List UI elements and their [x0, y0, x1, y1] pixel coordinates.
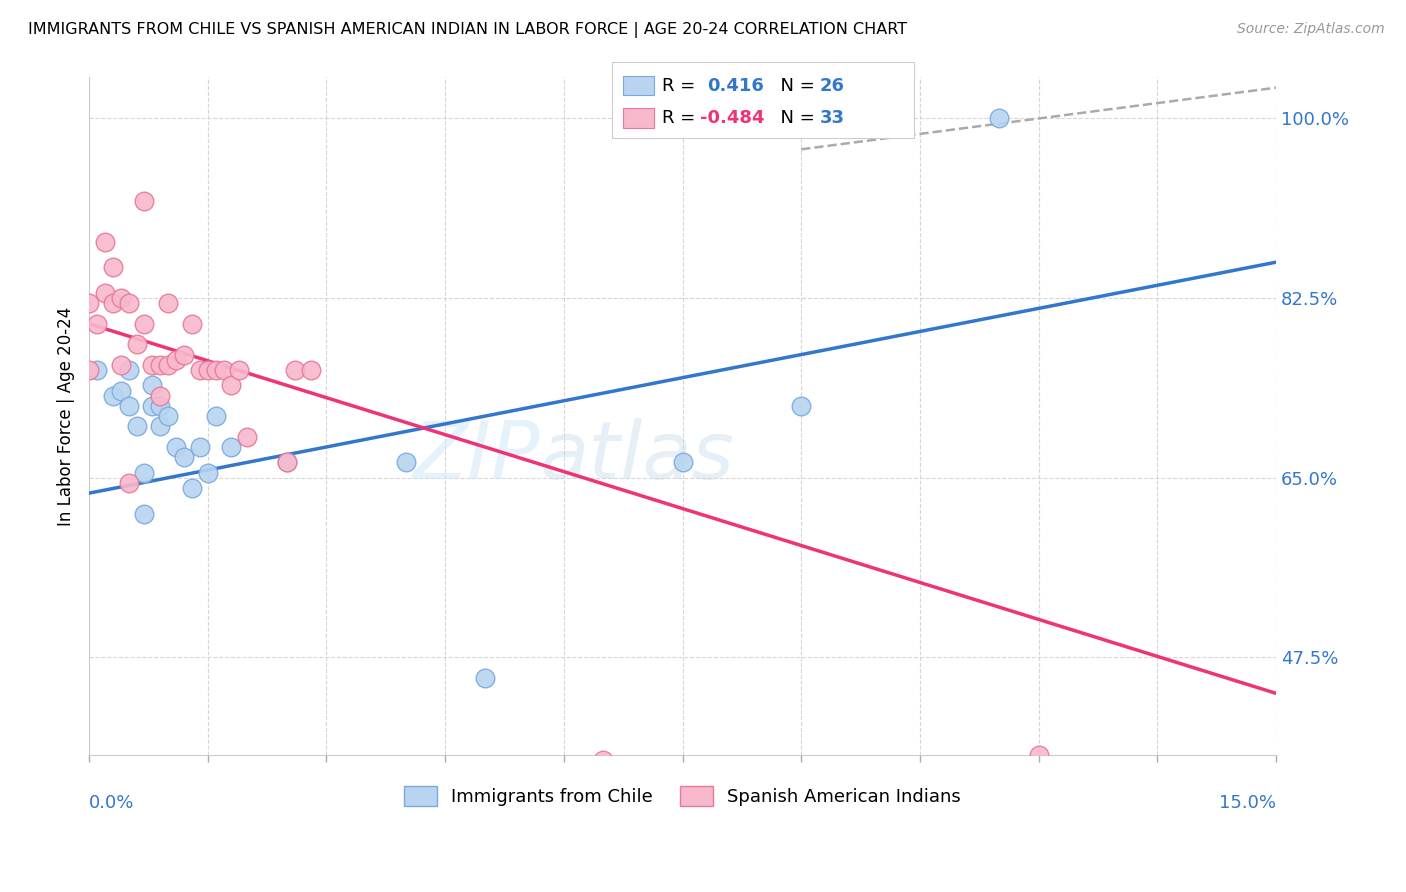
Point [157, 358, 180, 372]
Point [188, 440, 211, 454]
Point [86, 363, 108, 377]
Y-axis label: In Labor Force | Age 20-24: In Labor Force | Age 20-24 [58, 307, 75, 525]
Point [236, 430, 259, 444]
Point [134, 507, 156, 521]
Text: 15.0%: 15.0% [1219, 794, 1277, 812]
Point [197, 363, 219, 377]
Point [77, 363, 100, 377]
Point [125, 337, 148, 351]
Point [94, 285, 117, 300]
Point [212, 363, 235, 377]
Point [125, 419, 148, 434]
Point [117, 363, 139, 377]
Point [173, 450, 195, 465]
Point [110, 384, 132, 398]
Point [276, 455, 298, 469]
Point [117, 399, 139, 413]
Point [221, 378, 243, 392]
Point [165, 352, 187, 367]
Point [284, 363, 307, 377]
Point [141, 399, 163, 413]
Point [474, 671, 496, 685]
Text: -0.484: -0.484 [700, 109, 765, 127]
Point [204, 363, 226, 377]
Point [165, 440, 187, 454]
Point [1028, 747, 1050, 762]
Text: R =: R = [662, 77, 707, 95]
Point [592, 753, 614, 767]
Point [181, 481, 204, 495]
Point [157, 296, 180, 310]
Text: IMMIGRANTS FROM CHILE VS SPANISH AMERICAN INDIAN IN LABOR FORCE | AGE 20-24 CORR: IMMIGRANTS FROM CHILE VS SPANISH AMERICA… [28, 22, 907, 38]
Point [149, 399, 172, 413]
Point [86, 317, 108, 331]
Point [197, 466, 219, 480]
Point [117, 296, 139, 310]
Point [299, 363, 322, 377]
Text: atlas: atlas [540, 417, 735, 496]
Point [149, 419, 172, 434]
Point [77, 296, 100, 310]
Point [117, 475, 139, 490]
Text: 0.0%: 0.0% [89, 794, 135, 812]
Point [181, 317, 204, 331]
Point [94, 235, 117, 249]
Point [101, 260, 124, 275]
Point [671, 455, 693, 469]
Point [228, 363, 250, 377]
Point [394, 455, 416, 469]
Point [790, 399, 813, 413]
Text: N =: N = [769, 77, 821, 95]
Point [141, 378, 163, 392]
Text: Source: ZipAtlas.com: Source: ZipAtlas.com [1237, 22, 1385, 37]
Point [188, 363, 211, 377]
Point [157, 409, 180, 424]
Point [110, 358, 132, 372]
Point [173, 348, 195, 362]
Point [101, 296, 124, 310]
Point [101, 389, 124, 403]
Text: 33: 33 [820, 109, 845, 127]
Point [134, 317, 156, 331]
Point [141, 358, 163, 372]
Point [276, 455, 298, 469]
Point [149, 358, 172, 372]
Point [149, 389, 172, 403]
Point [988, 112, 1011, 126]
Point [110, 291, 132, 305]
Text: 0.416: 0.416 [707, 77, 763, 95]
Point [204, 409, 226, 424]
Text: R =: R = [662, 109, 702, 127]
Point [221, 440, 243, 454]
Text: N =: N = [769, 109, 821, 127]
Text: 26: 26 [820, 77, 845, 95]
Legend: Immigrants from Chile, Spanish American Indians: Immigrants from Chile, Spanish American … [396, 779, 967, 814]
Point [134, 194, 156, 208]
Point [134, 466, 156, 480]
Text: ZIP: ZIP [413, 417, 540, 496]
